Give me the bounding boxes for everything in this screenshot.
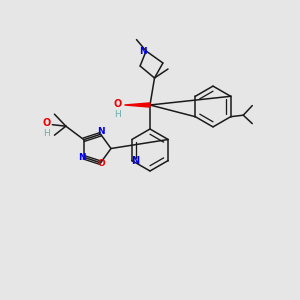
Text: N: N bbox=[131, 155, 140, 166]
Polygon shape bbox=[124, 103, 150, 107]
Text: H: H bbox=[44, 129, 50, 138]
Text: O: O bbox=[43, 118, 51, 128]
Text: N: N bbox=[139, 46, 146, 56]
Text: N: N bbox=[78, 153, 85, 162]
Text: H: H bbox=[115, 110, 121, 119]
Text: N: N bbox=[97, 127, 104, 136]
Text: O: O bbox=[98, 159, 105, 168]
Text: O: O bbox=[114, 99, 122, 110]
